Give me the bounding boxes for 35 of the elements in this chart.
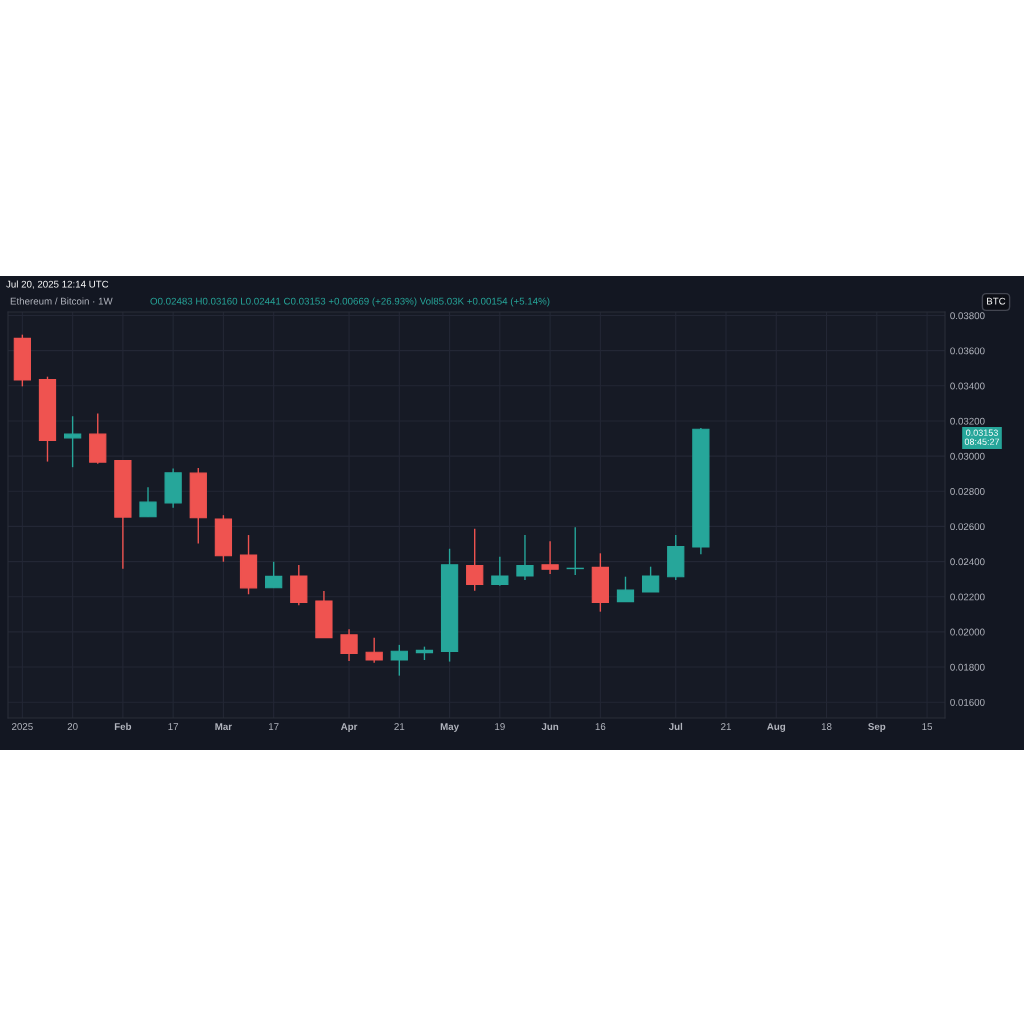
x-tick-label: 18 bbox=[821, 723, 832, 730]
x-tick-label: May bbox=[440, 723, 459, 732]
x-tick-label: 21 bbox=[721, 723, 731, 730]
text: BTC bbox=[987, 297, 1006, 305]
text: 0.03153 08:45:27 bbox=[964, 429, 1000, 445]
x-tick-label: Aug bbox=[767, 723, 786, 732]
x-tick-label: Feb bbox=[114, 722, 132, 730]
x-tick-label: Apr bbox=[340, 723, 358, 732]
chart-title: Ethereum / Bitcoin · 1W bbox=[10, 297, 113, 305]
x-tick-label: Sep bbox=[868, 723, 886, 732]
x-tick-label: 19 bbox=[495, 723, 505, 730]
x-tick-label: 20 bbox=[67, 723, 78, 730]
y-tick-label: 0.02800 bbox=[950, 488, 985, 495]
chart-subtitle: O0.02483 H0.03160 L0.02441 C0.03153 +0.00669 (+26.93%) Vol85.03K +0.00154 (+5.14%) bbox=[150, 297, 550, 307]
text: Jul 20, 2025 12:14 UTC bbox=[6, 280, 109, 289]
x-tick-label: 21 bbox=[394, 723, 405, 730]
y-tick-label: 0.02200 bbox=[950, 593, 985, 601]
x-tick-label: 17 bbox=[168, 723, 179, 730]
x-tick-label: Jun bbox=[541, 723, 559, 730]
y-tick-label: 0.01600 bbox=[950, 698, 985, 706]
x-tick-label: Mar bbox=[215, 723, 232, 730]
y-tick-label: 0.03800 bbox=[950, 312, 985, 320]
y-tick-label: 0.01800 bbox=[950, 663, 985, 671]
y-tick-label: 0.03400 bbox=[950, 382, 985, 390]
x-tick-label: 15 bbox=[922, 723, 933, 730]
x-tick-label: 17 bbox=[269, 723, 279, 730]
x-tick-label: Jul bbox=[668, 722, 683, 730]
y-tick-label: 0.03000 bbox=[950, 452, 985, 460]
y-tick-label: 0.02600 bbox=[950, 523, 985, 531]
y-tick-label: 0.02000 bbox=[950, 628, 985, 636]
y-tick-label: 0.03600 bbox=[950, 347, 985, 355]
y-tick-label: 0.03200 bbox=[950, 417, 985, 425]
x-tick-label: 2025 bbox=[12, 723, 33, 730]
x-tick-label: 16 bbox=[595, 723, 606, 730]
y-tick-label: 0.02400 bbox=[950, 558, 985, 566]
